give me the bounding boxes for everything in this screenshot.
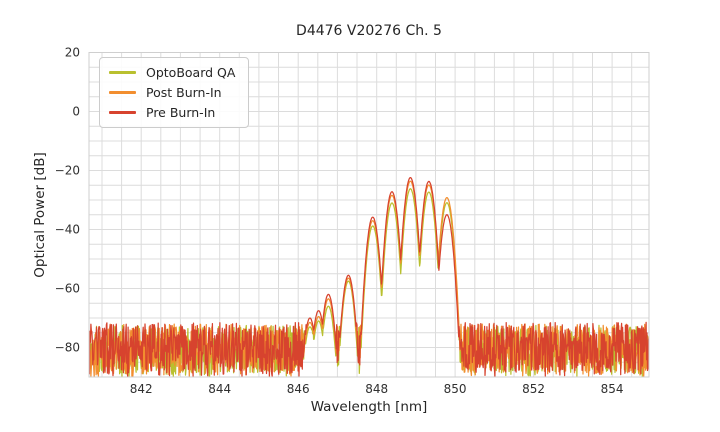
legend-line-pre-burn-in bbox=[109, 111, 136, 114]
y-axis-label: Optical Power [dB] bbox=[32, 152, 48, 278]
legend-line-optoboard-qa bbox=[109, 71, 136, 74]
legend-label-pre-burn-in: Pre Burn-In bbox=[146, 105, 216, 120]
legend-label-post-burn-in: Post Burn-In bbox=[146, 85, 222, 100]
chart-title: D4476 V20276 Ch. 5 bbox=[296, 23, 442, 39]
series-curves bbox=[89, 176, 649, 377]
svg-text:0: 0 bbox=[72, 105, 80, 119]
legend-line-post-burn-in bbox=[109, 91, 136, 94]
svg-text:844: 844 bbox=[208, 382, 231, 396]
svg-text:848: 848 bbox=[365, 382, 388, 396]
curve-pre-burn-in bbox=[89, 176, 649, 377]
svg-text:854: 854 bbox=[601, 382, 624, 396]
legend-item-optoboard-qa: OptoBoard QA bbox=[109, 65, 235, 80]
svg-text:−20: −20 bbox=[55, 164, 80, 178]
svg-text:850: 850 bbox=[444, 382, 467, 396]
y-tick-labels: 20 0 −20 −40 −60 −80 bbox=[55, 46, 80, 355]
svg-text:−80: −80 bbox=[55, 341, 80, 355]
legend-item-post-burn-in: Post Burn-In bbox=[109, 85, 235, 100]
legend-label-optoboard-qa: OptoBoard QA bbox=[146, 65, 236, 80]
svg-text:846: 846 bbox=[287, 382, 310, 396]
svg-text:−40: −40 bbox=[55, 223, 80, 237]
axes-frame bbox=[88, 52, 650, 378]
svg-text:20: 20 bbox=[65, 46, 80, 60]
svg-text:842: 842 bbox=[130, 382, 153, 396]
svg-text:−60: −60 bbox=[55, 282, 80, 296]
x-tick-labels: 842 844 846 848 850 852 854 bbox=[130, 382, 624, 396]
x-axis-label: Wavelength [nm] bbox=[310, 399, 428, 415]
legend-item-pre-burn-in: Pre Burn-In bbox=[109, 105, 235, 120]
svg-text:852: 852 bbox=[522, 382, 545, 396]
legend: OptoBoard QA Post Burn-In Pre Burn-In bbox=[99, 57, 250, 128]
